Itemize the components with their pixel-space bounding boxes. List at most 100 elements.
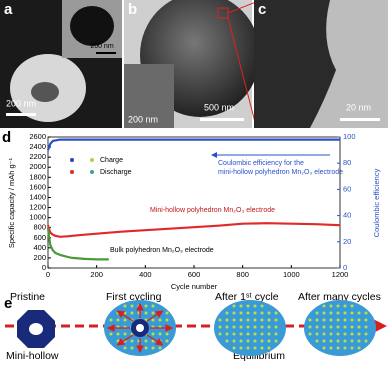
dot [343,325,347,329]
dot [350,339,354,343]
scale-bar [340,118,380,121]
y2-tick-label: 20 [343,237,351,246]
dot [116,339,120,343]
dot [322,346,326,350]
dot [267,332,271,336]
stage-label: After 1ˢᵗ cycle [215,291,279,303]
stage-label: After many cycles [298,291,381,303]
dot [267,339,271,343]
dot [165,339,169,343]
dot [158,346,162,350]
dot [329,332,333,336]
dot [260,346,264,350]
y-tick-label: 1200 [29,203,46,212]
data-line [46,138,340,151]
inset [124,64,174,128]
dot [151,318,155,322]
y2-tick-label: 0 [343,263,347,272]
panel-b: b 500 nm 200 nm [124,0,260,128]
panel-label: d [2,129,11,146]
dot [308,332,312,336]
x-tick-label: 600 [188,270,201,279]
dot [274,325,278,329]
scale-text: 200 nm [90,43,114,50]
dot [350,318,354,322]
dot [260,332,264,336]
y-tick-label: 400 [33,243,46,252]
dot [253,304,257,308]
dot [343,339,347,343]
dot [274,339,278,343]
dot [165,311,169,315]
inset-particle [70,6,114,46]
dot [260,339,264,343]
dot [130,346,134,350]
caption: Mini-hollow [6,350,59,362]
expansion-arrow [116,310,134,322]
legend-label: Discharge [100,169,132,176]
dot [308,325,312,329]
dot [232,311,236,315]
chart: d Specific capacity / mAh g⁻¹ Coulombic … [2,129,381,291]
dot [246,346,250,350]
dot [246,339,250,343]
x-tick-label: 1200 [332,270,349,279]
panel-label: b [128,1,137,18]
expansion-arrow [116,334,134,346]
dot [315,311,319,315]
dot [357,332,361,336]
dot [322,325,326,329]
y2-tick-label: 60 [343,184,351,193]
dot [239,346,243,350]
dot [232,325,236,329]
dot [246,311,250,315]
dot [336,318,340,322]
dot [116,332,120,336]
dot [336,332,340,336]
legend-marker [70,170,74,174]
dot [232,304,236,308]
dot [165,318,169,322]
dot [239,304,243,308]
panel-label: a [4,1,13,18]
expansion-arrow [146,334,164,346]
dot [144,311,148,315]
panel-a: a 200 nm 200 nm [0,0,122,128]
stage-label: Pristine [10,291,45,303]
dot [232,346,236,350]
y-tick-label: 1400 [29,192,46,201]
dot [357,325,361,329]
dot [322,332,326,336]
dot [246,304,250,308]
dot [130,339,134,343]
x-tick-label: 400 [139,270,152,279]
dot [343,346,347,350]
legend-marker [90,158,94,162]
dot [151,346,155,350]
annotation: mini-hollow polyhedron Mn₂O₃ electrode [218,169,343,176]
dot [343,332,347,336]
x-tick-label: 1000 [283,270,300,279]
y2-tick-label: 40 [343,211,351,220]
dot [260,318,264,322]
data-line [46,227,109,261]
dot [225,325,229,329]
dot [343,318,347,322]
y-tick-label: 1800 [29,172,46,181]
dot [218,325,222,329]
dot [123,318,127,322]
dot [246,318,250,322]
dot [357,339,361,343]
x-tick-label: 800 [236,270,249,279]
particle-edge [254,0,336,128]
panel-e: e Pristine First cycling After 1ˢᵗ cycle… [4,291,387,362]
dot [329,325,333,329]
scale-text: 200 nm [128,114,158,124]
data-line [46,222,341,238]
y-tick-label: 2200 [29,152,46,161]
dot [151,339,155,343]
zoom-line [227,1,257,14]
dot [144,304,148,308]
dot [165,332,169,336]
